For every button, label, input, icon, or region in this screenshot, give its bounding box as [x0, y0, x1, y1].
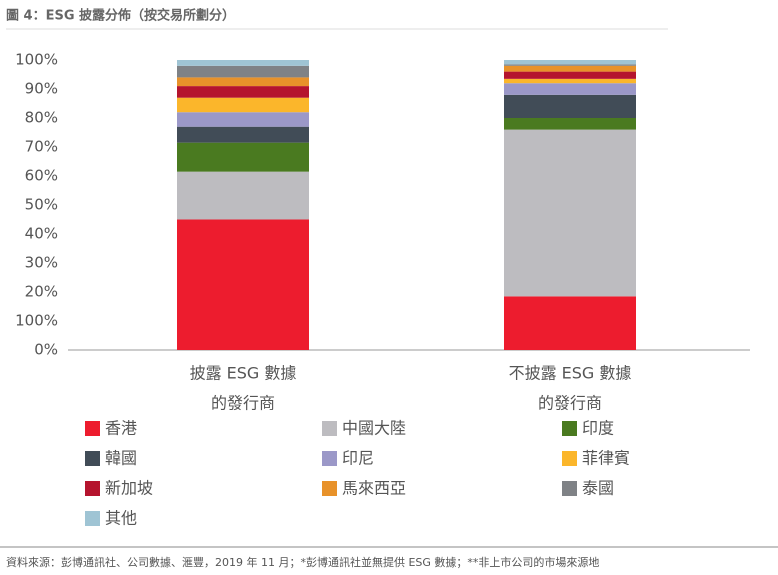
chart-title: 圖 4：ESG 披露分佈（按交易所劃分） — [6, 8, 235, 24]
legend-swatch — [322, 451, 337, 466]
bar-segment — [177, 86, 309, 98]
bar-segment — [177, 142, 309, 172]
bar-segment — [504, 78, 636, 84]
bar-segment — [177, 77, 309, 87]
y-tick-label: 90% — [25, 80, 58, 98]
bar-segment — [177, 60, 309, 66]
legend-label: 其他 — [105, 509, 137, 528]
bar-segment — [504, 296, 636, 350]
bar-segment — [177, 171, 309, 220]
legend-label: 泰國 — [582, 479, 614, 498]
x-tick-label: 披露 ESG 數據 — [190, 364, 297, 383]
y-tick-label: 100% — [15, 51, 58, 69]
y-tick-label: 40% — [25, 225, 58, 243]
bar-segment — [504, 71, 636, 79]
legend-swatch — [85, 451, 100, 466]
bar-segment — [504, 64, 636, 66]
x-tick-label: 的發行商 — [538, 394, 602, 413]
y-tick-label: 0% — [34, 341, 58, 359]
bar-segment — [177, 97, 309, 113]
bar-segment — [504, 60, 636, 65]
legend-label: 菲律賓 — [582, 449, 630, 468]
legend-label: 印尼 — [342, 449, 374, 468]
y-tick-label: 80% — [25, 109, 58, 127]
bar-segment — [504, 129, 636, 297]
y-tick-label: 70% — [25, 138, 58, 156]
x-tick-label: 不披露 ESG 數據 — [509, 364, 632, 383]
legend-swatch — [562, 451, 577, 466]
y-tick-label: 20% — [25, 283, 58, 301]
legend-swatch — [85, 421, 100, 436]
legend-swatch — [562, 481, 577, 496]
legend-label: 新加坡 — [105, 479, 153, 498]
source: 資料來源：彭博通訊社、公司數據、滙豐，2019 年 11 月；*彭博通訊社並無提… — [6, 555, 599, 569]
y-tick-label: 50% — [25, 196, 58, 214]
y-tick-label: 30% — [25, 254, 58, 272]
legend-swatch — [322, 421, 337, 436]
bar-segment — [177, 65, 309, 78]
bar-segment — [177, 219, 309, 350]
bar-segment — [177, 126, 309, 143]
legend-label: 韓國 — [105, 449, 137, 468]
y-tick-label: 60% — [25, 167, 58, 185]
bar-segment — [504, 65, 636, 72]
x-tick-label: 的發行商 — [211, 394, 275, 413]
bar-segment — [504, 94, 636, 118]
bar-segment — [504, 118, 636, 130]
legend-label: 印度 — [582, 419, 614, 438]
bar-segment — [177, 112, 309, 127]
legend-swatch — [85, 511, 100, 526]
legend-label: 香港 — [105, 419, 137, 438]
legend-label: 馬來西亞 — [342, 479, 406, 498]
y-tick-label: 100% — [15, 312, 58, 330]
legend-swatch — [85, 481, 100, 496]
legend-label: 中國大陸 — [342, 419, 406, 438]
legend-swatch — [322, 481, 337, 496]
bar-segment — [504, 83, 636, 95]
legend-swatch — [562, 421, 577, 436]
